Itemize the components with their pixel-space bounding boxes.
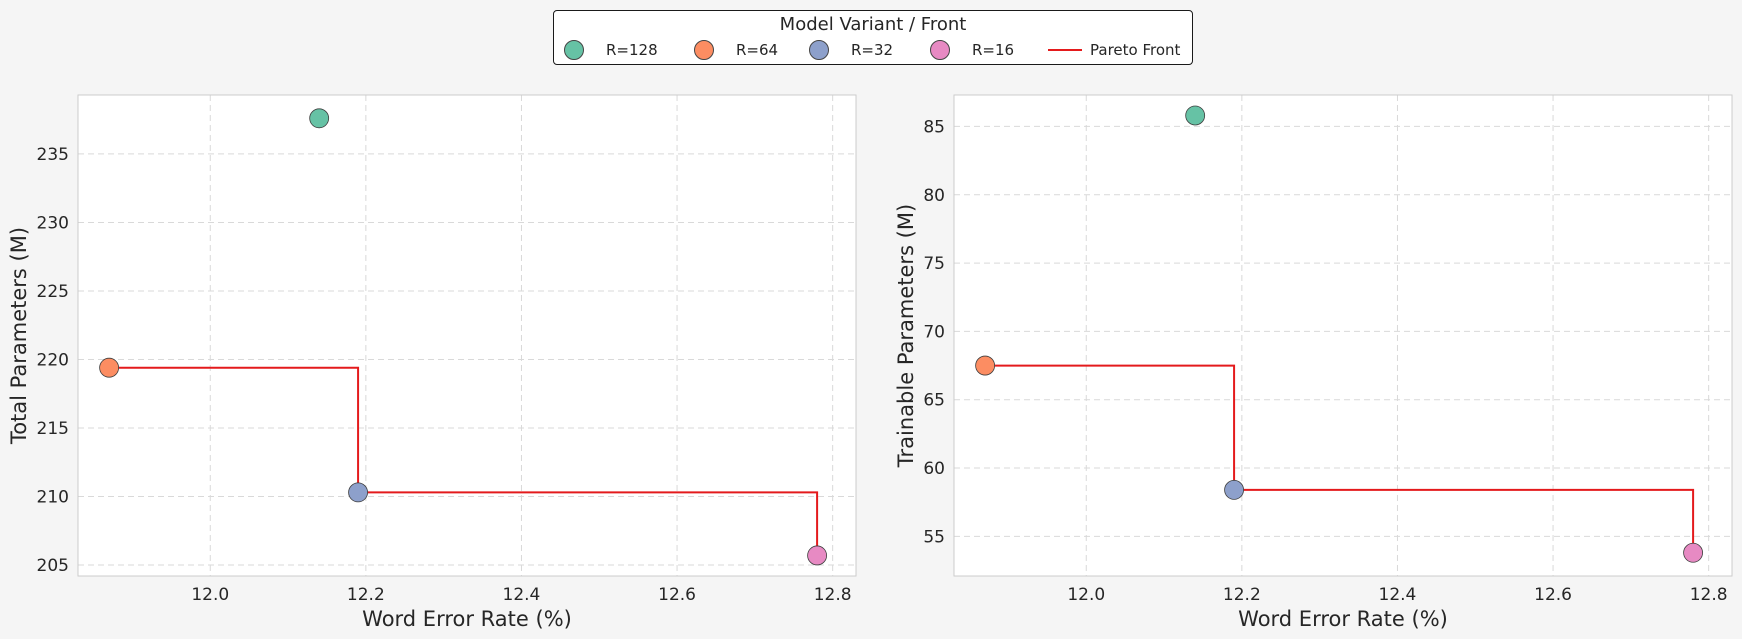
legend-line-swatch: [1048, 49, 1082, 51]
x-tick-label: 12.0: [191, 585, 229, 605]
legend-item-r-128: R=128: [564, 38, 658, 62]
x-tick-label: 12.2: [1223, 585, 1261, 605]
legend-marker-swatch: [809, 40, 829, 60]
x-tick-label: 12.6: [1534, 585, 1572, 605]
y-tick-label: 60: [923, 459, 945, 479]
y-tick-label: 75: [923, 254, 945, 274]
y-tick-label: 230: [37, 213, 69, 233]
legend-label: R=128: [606, 41, 658, 59]
x-axis-label: Word Error Rate (%): [362, 607, 572, 631]
x-tick-label: 12.8: [814, 585, 852, 605]
legend-item-r-64: R=64: [694, 38, 778, 62]
x-tick-label: 12.2: [347, 585, 385, 605]
y-tick-label: 215: [37, 419, 69, 439]
y-tick-label: 70: [923, 322, 945, 342]
y-tick-label: 205: [37, 556, 69, 576]
legend-label: Pareto Front: [1090, 41, 1181, 59]
y-axis-label: Total Parameters (M): [7, 227, 31, 445]
data-point-r-64: [975, 355, 996, 376]
y-tick-label: 55: [923, 527, 945, 547]
x-tick-label: 12.8: [1690, 585, 1728, 605]
chart-trainable-parameters: 12.0 12.2 12.4 12.6 12.8 55 60 65 70 75 80 85 Word E…: [894, 94, 1733, 631]
legend-marker-swatch: [930, 40, 950, 60]
legend: Model Variant / Front R=128 R=64 R=32 R=16 P…: [553, 10, 1193, 65]
legend-marker-swatch: [564, 40, 584, 60]
data-point-r-64: [99, 357, 120, 378]
y-tick-label: 85: [923, 117, 945, 137]
legend-item-pareto-front: Pareto Front: [1048, 38, 1180, 62]
data-point-r-128: [1185, 105, 1206, 126]
x-tick-label: 12.4: [1379, 585, 1417, 605]
data-point-r-32: [348, 482, 368, 503]
y-tick-label: 210: [37, 488, 69, 508]
legend-marker-swatch: [694, 40, 714, 60]
x-axis-label: Word Error Rate (%): [1238, 607, 1448, 631]
legend-items: R=128 R=64 R=32 R=16 Pareto Front: [564, 38, 1186, 62]
x-tick-label: 12.4: [503, 585, 541, 605]
y-axis-label: Trainable Parameters (M): [894, 204, 918, 468]
data-point-r-128: [309, 108, 330, 129]
legend-item-r-32: R=32: [809, 38, 893, 62]
plot-area: [78, 95, 856, 576]
plot-area: [954, 95, 1732, 576]
y-tick-label: 65: [923, 391, 945, 411]
legend-item-r-16: R=16: [930, 38, 1014, 62]
y-tick-label: 225: [37, 282, 69, 302]
chart-total-parameters: 12.0 12.2 12.4 12.6 12.8 205 210 215 220 225 230 23…: [7, 94, 857, 631]
legend-label: R=64: [736, 41, 779, 59]
data-point-r-16: [807, 545, 827, 566]
x-tick-label: 12.6: [658, 585, 696, 605]
legend-label: R=16: [972, 41, 1015, 59]
data-point-r-16: [1683, 542, 1703, 563]
y-tick-label: 220: [37, 350, 69, 370]
x-tick-label: 12.0: [1067, 585, 1105, 605]
y-tick-label: 80: [923, 186, 945, 206]
data-point-r-32: [1224, 480, 1244, 500]
y-tick-label: 235: [37, 145, 69, 165]
legend-label: R=32: [851, 41, 894, 59]
legend-title: Model Variant / Front: [779, 14, 967, 35]
plot-frame: [953, 94, 1733, 577]
plot-frame: [77, 94, 857, 577]
